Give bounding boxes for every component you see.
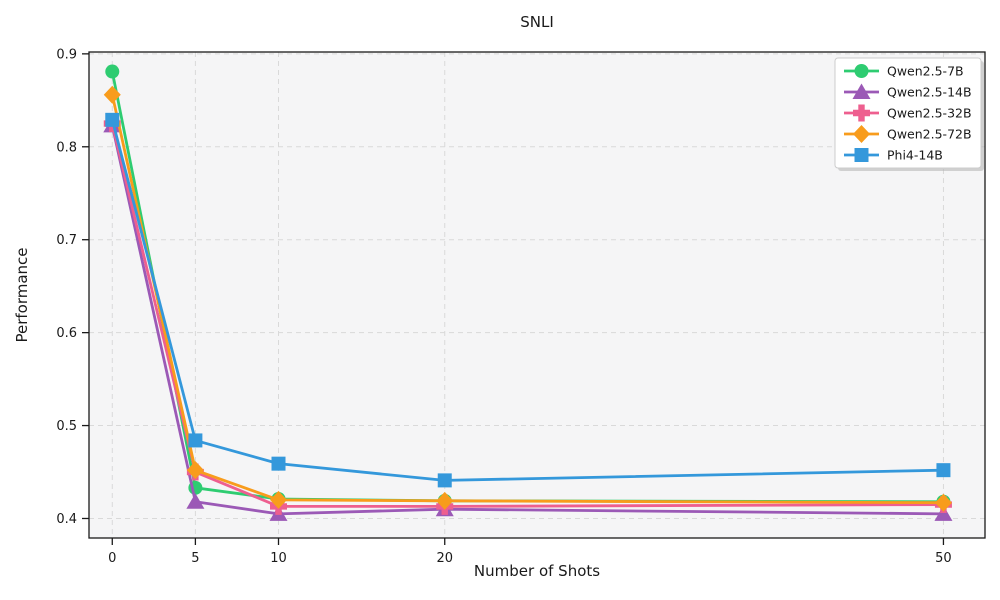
legend-marker-Qwen2.5-72B xyxy=(853,125,870,143)
y-tick-label: 0.5 xyxy=(56,419,77,434)
legend-box xyxy=(834,57,982,169)
marker-Phi4-14B xyxy=(936,463,951,478)
x-tick-label: 50 xyxy=(935,551,952,566)
marker-Phi4-14B xyxy=(105,112,120,127)
marker-Qwen2.5-7B xyxy=(105,64,120,79)
legend-marker-Qwen2.5-14B xyxy=(852,83,871,99)
legend-label-Qwen2.5-72B: Qwen2.5-72B xyxy=(887,127,972,142)
legend-label-Qwen2.5-32B: Qwen2.5-32B xyxy=(887,106,972,121)
legend-label-Qwen2.5-14B: Qwen2.5-14B xyxy=(887,85,972,100)
marker-Phi4-14B xyxy=(437,473,452,488)
marker-Phi4-14B xyxy=(188,433,203,448)
marker-Qwen2.5-72B xyxy=(103,85,121,104)
x-tick-label: 20 xyxy=(436,551,453,566)
y-tick-label: 0.4 xyxy=(56,512,77,527)
legend-label-Phi4-14B: Phi4-14B xyxy=(887,148,943,163)
marker-Phi4-14B xyxy=(271,456,286,471)
marker-Qwen2.5-72B xyxy=(436,491,454,510)
y-tick-label: 0.9 xyxy=(56,47,77,62)
chart-title: SNLI xyxy=(520,13,554,31)
y-tick-label: 0.7 xyxy=(56,233,77,248)
marker-Qwen2.5-14B xyxy=(934,505,953,521)
legend-marker-Qwen2.5-7B xyxy=(854,64,869,78)
x-tick-label: 5 xyxy=(191,551,199,566)
legend-marker-Phi4-14B xyxy=(854,148,869,162)
legend-label-Qwen2.5-7B: Qwen2.5-7B xyxy=(887,64,964,79)
x-axis-title: Number of Shots xyxy=(473,562,601,580)
x-tick-label: 0 xyxy=(108,551,116,566)
y-tick-label: 0.6 xyxy=(56,326,77,341)
marker-Qwen2.5-14B xyxy=(186,493,205,509)
marker-Qwen2.5-72B xyxy=(270,490,288,509)
axes-spines xyxy=(88,51,986,539)
y-axis-title: Performance xyxy=(13,247,31,343)
marker-Qwen2.5-72B xyxy=(186,461,204,480)
legend-marker-Qwen2.5-32B xyxy=(853,104,870,122)
y-tick-label: 0.8 xyxy=(56,140,77,155)
marker-Qwen2.5-72B xyxy=(934,493,952,512)
x-tick-label: 10 xyxy=(270,551,287,566)
